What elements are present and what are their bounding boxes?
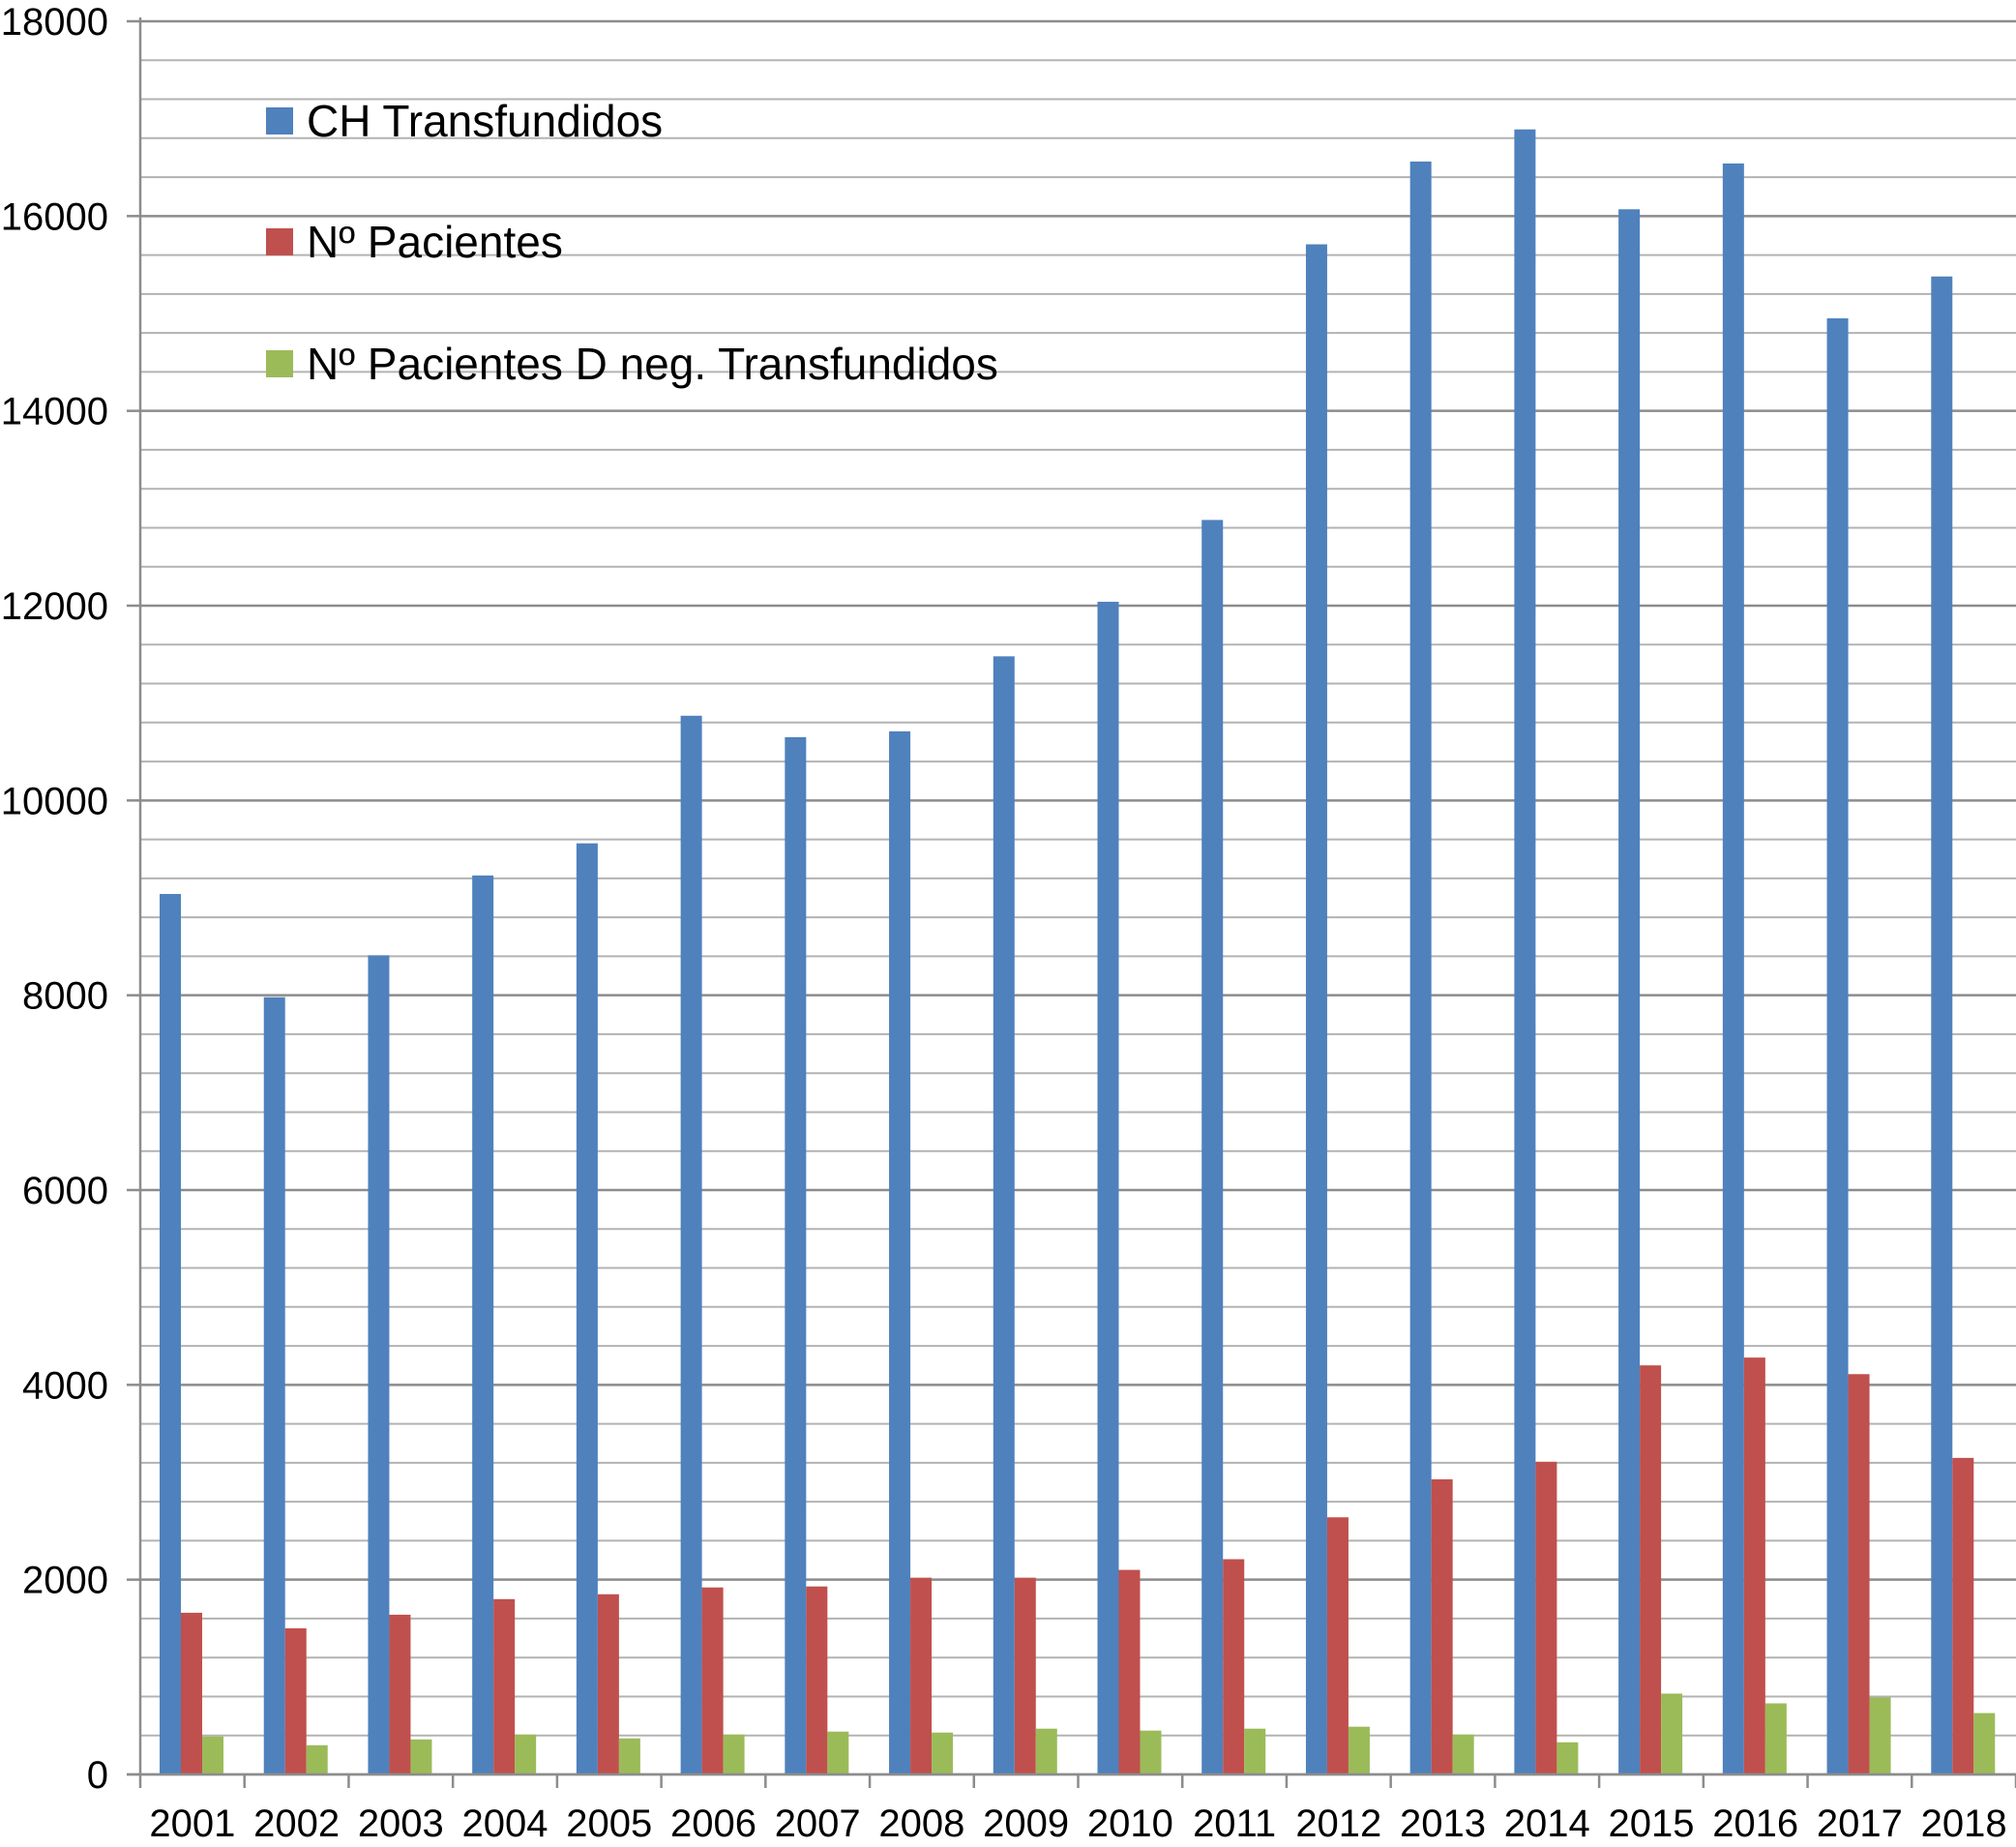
bar-n-pacientes-d-neg-2005	[618, 1738, 640, 1774]
bar-n-pacientes-d-neg-2015	[1661, 1693, 1683, 1774]
legend-swatch	[266, 228, 293, 255]
bar-ch-transfundidos-2016	[1722, 163, 1744, 1774]
bar-n-pacientes-d-neg-2017	[1869, 1697, 1891, 1774]
x-tick-label: 2007	[775, 1802, 861, 1845]
bar-ch-transfundidos-2014	[1514, 129, 1536, 1775]
bar-n-pacientes-2014	[1535, 1461, 1557, 1774]
bar-n-pacientes-d-neg-2016	[1764, 1703, 1787, 1774]
y-tick-label: 16000	[1, 195, 108, 238]
x-tick-label: 2005	[566, 1802, 652, 1845]
x-tick-label: 2012	[1295, 1802, 1381, 1845]
x-tick-label: 2016	[1712, 1802, 1798, 1845]
bar-ch-transfundidos-2012	[1305, 244, 1327, 1775]
bar-n-pacientes-d-neg-2006	[723, 1734, 745, 1774]
bar-ch-transfundidos-2004	[472, 875, 494, 1774]
x-tick-label: 2001	[149, 1802, 235, 1845]
bar-ch-transfundidos-2018	[1931, 276, 1953, 1774]
x-tick-label: 2003	[358, 1802, 444, 1845]
bar-ch-transfundidos-2001	[160, 893, 181, 1774]
bar-n-pacientes-d-neg-2012	[1348, 1726, 1370, 1774]
y-tick-label: 6000	[22, 1170, 108, 1212]
bar-ch-transfundidos-2009	[993, 656, 1015, 1774]
y-tick-label: 10000	[1, 780, 108, 822]
bars-group	[160, 129, 1996, 1775]
bar-n-pacientes-2011	[1223, 1559, 1245, 1774]
bar-n-pacientes-2005	[597, 1594, 619, 1774]
bar-ch-transfundidos-2013	[1409, 161, 1432, 1775]
bar-ch-transfundidos-2011	[1201, 520, 1224, 1774]
bar-n-pacientes-2016	[1743, 1357, 1765, 1774]
grid-lines	[140, 19, 2016, 1776]
bar-n-pacientes-d-neg-2018	[1973, 1713, 1996, 1774]
bar-n-pacientes-2012	[1326, 1517, 1349, 1774]
y-tick-label: 8000	[22, 975, 108, 1018]
bar-n-pacientes-d-neg-2010	[1140, 1730, 1162, 1774]
x-tick-label: 2015	[1608, 1802, 1694, 1845]
axes-group	[127, 17, 2016, 1788]
bar-n-pacientes-2003	[389, 1614, 411, 1774]
bar-ch-transfundidos-2006	[680, 715, 702, 1774]
legend-swatch	[266, 350, 293, 377]
bar-ch-transfundidos-2007	[785, 736, 807, 1774]
x-tick-label: 2011	[1193, 1802, 1276, 1845]
bar-n-pacientes-2010	[1118, 1569, 1141, 1774]
y-tick-label: 18000	[1, 1, 108, 44]
bar-ch-transfundidos-2017	[1826, 318, 1849, 1774]
bar-n-pacientes-d-neg-2001	[202, 1736, 223, 1774]
bar-ch-transfundidos-2002	[263, 997, 285, 1774]
bar-n-pacientes-2007	[806, 1586, 828, 1774]
bar-n-pacientes-2017	[1848, 1374, 1870, 1774]
bar-n-pacientes-2002	[284, 1628, 307, 1774]
x-tick-label: 2014	[1504, 1802, 1590, 1845]
bar-n-pacientes-d-neg-2008	[932, 1732, 954, 1774]
legend-label: Nº Pacientes D neg. Transfundidos	[307, 339, 998, 389]
bar-n-pacientes-d-neg-2013	[1452, 1734, 1474, 1774]
bar-n-pacientes-2013	[1431, 1478, 1453, 1774]
x-tick-label: 2006	[670, 1802, 756, 1845]
x-tick-label: 2008	[878, 1802, 964, 1845]
x-tick-label: 2018	[1921, 1802, 2007, 1845]
bar-n-pacientes-2018	[1952, 1457, 1974, 1774]
x-tick-label: 2002	[253, 1802, 340, 1845]
bar-ch-transfundidos-2015	[1618, 209, 1641, 1775]
legend-label: CH Transfundidos	[307, 96, 663, 146]
y-tick-label: 4000	[22, 1364, 108, 1407]
x-tick-label: 2009	[983, 1802, 1069, 1845]
x-tick-label: 2004	[462, 1802, 548, 1845]
bar-n-pacientes-2004	[493, 1598, 516, 1774]
y-tick-label: 14000	[1, 391, 108, 433]
bar-n-pacientes-2009	[1014, 1577, 1036, 1774]
y-tick-label: 0	[87, 1754, 108, 1797]
bar-ch-transfundidos-2005	[576, 843, 598, 1774]
bar-n-pacientes-d-neg-2014	[1556, 1742, 1579, 1774]
bar-ch-transfundidos-2008	[889, 730, 911, 1774]
x-tick-label: 2013	[1400, 1802, 1486, 1845]
bar-n-pacientes-2015	[1640, 1365, 1662, 1774]
bar-n-pacientes-d-neg-2011	[1244, 1728, 1266, 1774]
bar-n-pacientes-2006	[701, 1587, 724, 1774]
bar-n-pacientes-d-neg-2003	[410, 1739, 432, 1774]
bar-ch-transfundidos-2010	[1097, 601, 1119, 1774]
bar-n-pacientes-2001	[181, 1612, 202, 1774]
bar-n-pacientes-d-neg-2002	[306, 1744, 328, 1774]
bar-n-pacientes-2008	[910, 1577, 933, 1774]
bar-ch-transfundidos-2003	[368, 955, 390, 1774]
y-tick-label: 12000	[1, 585, 108, 628]
x-tick-label: 2017	[1817, 1802, 1903, 1845]
bar-n-pacientes-d-neg-2007	[827, 1731, 849, 1774]
legend-swatch	[266, 107, 293, 134]
legend-label: Nº Pacientes	[307, 217, 563, 267]
y-tick-labels: 0 2000 4000 6000 8000 10000 12000 14000 16000 180…	[1, 1, 108, 1797]
bar-n-pacientes-d-neg-2009	[1035, 1728, 1057, 1774]
y-tick-label: 2000	[22, 1560, 108, 1602]
legend: CH Transfundidos Nº Pacientes Nº Pacientes…	[266, 96, 998, 389]
x-tick-label: 2010	[1087, 1802, 1173, 1845]
bar-n-pacientes-d-neg-2004	[515, 1734, 537, 1774]
x-tick-labels: 2001 2002 2003 2004 2005 2006 2007 2008 2009 2010…	[149, 1802, 2006, 1845]
